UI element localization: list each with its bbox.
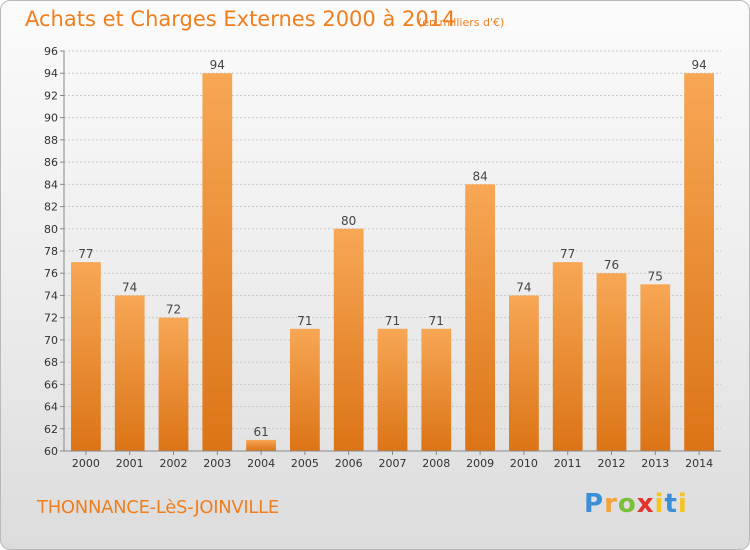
- bars: 77 74 72 94 61 71 80 71 71 84 74 77 76 75 94: [71, 58, 714, 452]
- data-label: 75: [648, 269, 663, 283]
- data-label: 80: [341, 214, 356, 228]
- bar: [202, 73, 233, 451]
- data-label: 71: [297, 314, 312, 328]
- bar: [71, 262, 101, 451]
- y-tick-label: 78: [44, 245, 58, 258]
- x-tick-label: 2001: [116, 457, 144, 470]
- bar: [377, 328, 408, 451]
- data-label: 77: [78, 247, 93, 261]
- x-tick-label: 2010: [510, 457, 538, 470]
- proxiti-logo: Proxiti: [584, 489, 688, 519]
- y-tick-label: 94: [44, 67, 58, 80]
- bar: [114, 295, 145, 451]
- x-tick-label: 2013: [641, 457, 669, 470]
- bar: [684, 73, 714, 451]
- chart-unit: (en milliers d'€): [418, 16, 505, 29]
- y-tick-label: 76: [44, 267, 58, 280]
- bar: [596, 273, 627, 451]
- data-label: 76: [604, 258, 619, 272]
- y-tick-label: 92: [44, 89, 58, 102]
- x-tick-label: 2007: [379, 457, 407, 470]
- bar: [158, 317, 189, 451]
- data-label: 71: [429, 314, 444, 328]
- y-tick-label: 90: [44, 112, 58, 125]
- data-label: 71: [385, 314, 400, 328]
- y-tick-label: 74: [44, 289, 58, 302]
- y-tick-label: 86: [44, 156, 58, 169]
- y-tick-label: 66: [44, 378, 58, 391]
- y-tick-label: 80: [44, 223, 58, 236]
- data-label: 74: [122, 280, 137, 294]
- x-tick-label: 2011: [554, 457, 582, 470]
- bar: [333, 228, 364, 451]
- bar: [552, 262, 583, 451]
- x-tick-label: 2002: [160, 457, 188, 470]
- bar: [421, 328, 452, 451]
- data-label: 84: [472, 169, 487, 183]
- x-tick-label: 2009: [466, 457, 494, 470]
- y-tick-label: 60: [44, 445, 58, 458]
- data-label: 74: [516, 280, 531, 294]
- data-label: 72: [166, 303, 181, 317]
- data-label: 61: [253, 425, 268, 439]
- chart-title: Achats et Charges Externes 2000 à 2014: [25, 7, 456, 31]
- y-tick-label: 62: [44, 423, 58, 436]
- x-tick-label: 2012: [598, 457, 626, 470]
- location-label: THONNANCE-LèS-JOINVILLE: [37, 497, 279, 518]
- bar: [509, 295, 539, 451]
- data-label: 77: [560, 247, 575, 261]
- data-label: 94: [691, 58, 706, 72]
- bar: [246, 439, 276, 451]
- data-label: 94: [210, 58, 225, 72]
- y-tick-label: 70: [44, 334, 58, 347]
- y-tick-label: 82: [44, 201, 58, 214]
- bar: [290, 328, 320, 451]
- x-axis: 2000 2001 2002 2003 2004 2005 2006 2007 2008 2009…: [64, 450, 721, 470]
- y-tick-label: 84: [44, 178, 58, 191]
- y-tick-label: 64: [44, 401, 58, 414]
- x-tick-label: 2006: [335, 457, 363, 470]
- x-tick-label: 2003: [203, 457, 231, 470]
- x-tick-label: 2005: [291, 457, 319, 470]
- x-tick-label: 2004: [247, 457, 275, 470]
- y-tick-label: 72: [44, 312, 58, 325]
- x-tick-label: 2014: [685, 457, 713, 470]
- x-tick-label: 2000: [72, 457, 100, 470]
- y-tick-label: 96: [44, 45, 58, 58]
- x-tick-label: 2008: [422, 457, 450, 470]
- y-tick-label: 88: [44, 134, 58, 147]
- y-axis: 60 62 64 66 68 70 72 74 76 78 80 82 84 86 88 90 92 94 96: [44, 45, 65, 458]
- y-tick-label: 68: [44, 356, 58, 369]
- bar: [465, 184, 495, 452]
- bar: [640, 284, 671, 451]
